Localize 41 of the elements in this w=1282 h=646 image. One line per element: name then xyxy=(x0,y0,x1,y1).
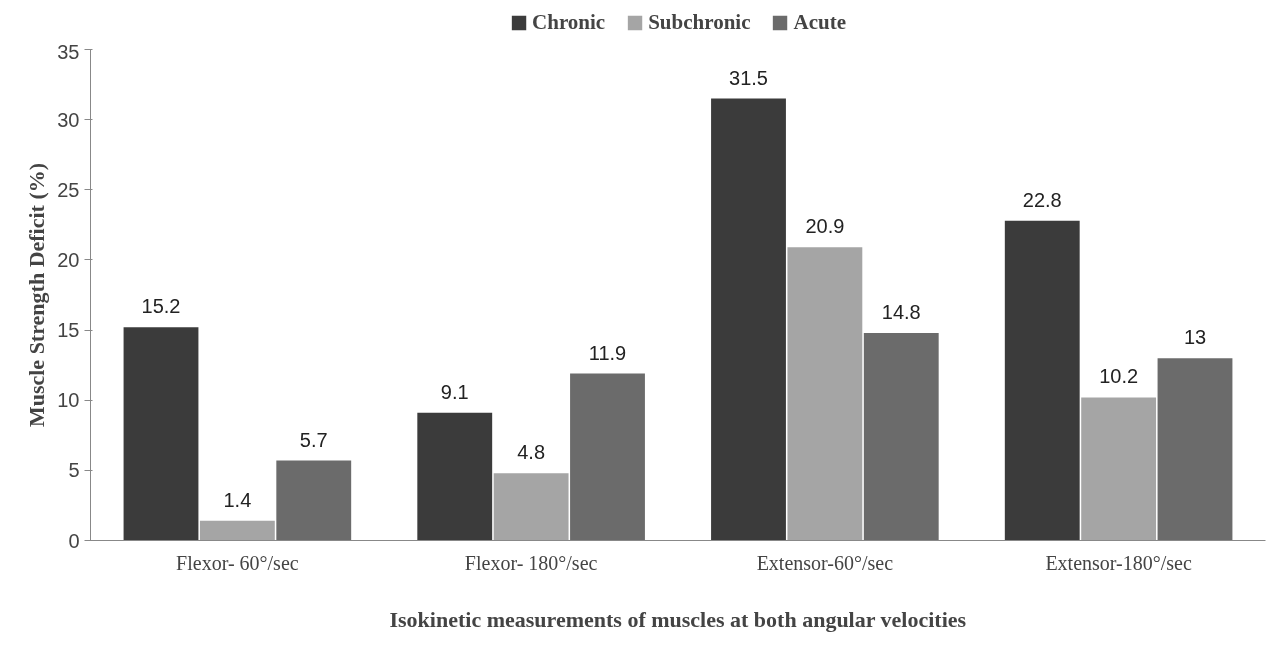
y-tick-label: 20 xyxy=(57,248,80,271)
bar xyxy=(123,327,199,541)
bar xyxy=(1157,358,1233,541)
data-label: 9.1 xyxy=(440,380,469,403)
legend-label: Acute xyxy=(793,9,846,35)
y-tick-label: 10 xyxy=(57,389,80,412)
x-tick-label: Extensor-180°/sec xyxy=(1045,551,1192,574)
y-tick-label: 25 xyxy=(57,178,80,201)
data-label: 15.2 xyxy=(141,295,181,318)
data-label: 22.8 xyxy=(1022,188,1062,211)
data-label: 14.8 xyxy=(881,300,921,323)
y-axis-title: Muscle Strength Deficit (%) xyxy=(24,162,50,428)
x-axis-title: Isokinetic measurements of muscles at both angular velocities xyxy=(389,606,967,632)
bar xyxy=(570,373,645,541)
bar xyxy=(276,460,352,541)
bar xyxy=(1081,397,1157,541)
data-label: 5.7 xyxy=(299,428,328,451)
data-label: 1.4 xyxy=(223,488,252,511)
bar xyxy=(863,332,939,541)
legend-label: Subchronic xyxy=(648,9,751,35)
data-label: 31.5 xyxy=(729,66,768,89)
data-label: 13 xyxy=(1183,326,1207,349)
x-tick-label: Flexor- 60°/sec xyxy=(176,551,299,574)
bar xyxy=(493,473,569,541)
data-label: 10.2 xyxy=(1099,365,1139,388)
y-tick-label: 0 xyxy=(68,529,80,552)
y-tick-label: 5 xyxy=(68,459,80,482)
bar xyxy=(1004,220,1080,541)
legend-label: Chronic xyxy=(532,9,606,35)
y-tick-label: 30 xyxy=(57,108,80,131)
bar xyxy=(711,98,786,541)
data-label: 11.9 xyxy=(588,341,627,364)
bar xyxy=(199,520,275,541)
data-label: 20.9 xyxy=(805,215,845,238)
x-tick-label: Extensor-60°/sec xyxy=(756,551,894,574)
y-tick-label: 35 xyxy=(57,40,80,63)
bar xyxy=(417,412,493,541)
data-label: 4.8 xyxy=(517,441,546,464)
bar xyxy=(787,247,863,541)
y-tick-label: 15 xyxy=(57,319,80,342)
x-tick-label: Flexor- 180°/sec xyxy=(464,551,598,574)
